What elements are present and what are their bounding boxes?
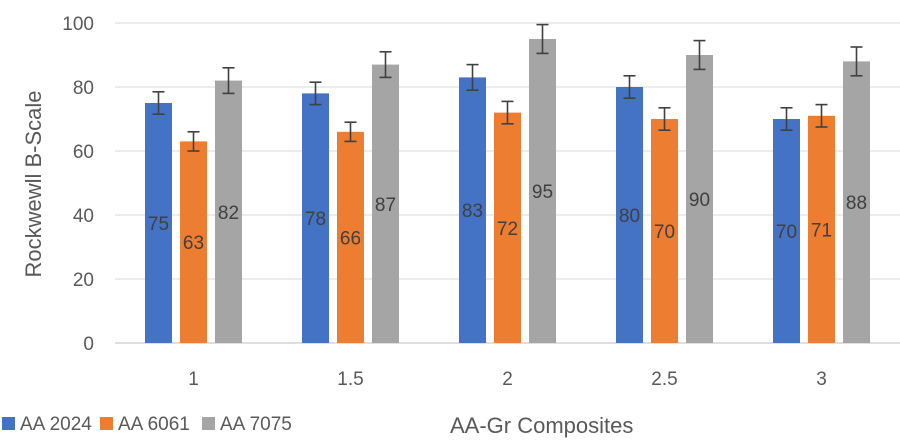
data-label: 78	[305, 209, 326, 230]
bar	[773, 119, 800, 343]
bar	[529, 39, 556, 343]
data-label: 82	[218, 203, 239, 224]
y-tick-labels: 0 20 40 60 80 100	[62, 14, 94, 355]
data-label: 88	[846, 193, 867, 214]
data-label: 70	[654, 222, 675, 243]
y-tick-label: 40	[73, 206, 94, 227]
data-labels: 75 63 82 78 66 87 83 72 95 80 70 90 70 71 88	[148, 182, 867, 254]
bar	[215, 80, 242, 343]
legend-swatch	[100, 417, 113, 430]
data-label: 66	[340, 228, 361, 249]
y-tick-label: 0	[83, 334, 94, 355]
y-tick-label: 20	[73, 270, 94, 291]
legend-label: AA 7075	[220, 414, 292, 435]
y-tick-label: 60	[73, 142, 94, 163]
bar	[494, 112, 521, 343]
y-tick-label: 100	[62, 14, 94, 35]
legend-swatch	[2, 417, 15, 430]
data-label: 80	[619, 206, 640, 227]
x-tick-label: 2	[502, 369, 513, 390]
bar	[145, 103, 172, 343]
data-label: 71	[811, 220, 832, 241]
bar	[808, 115, 835, 343]
data-label: 72	[497, 219, 518, 240]
data-label: 63	[183, 233, 204, 254]
bar	[302, 93, 329, 344]
x-tick-label: 1	[188, 369, 199, 390]
bar	[459, 77, 486, 344]
data-label: 83	[462, 201, 483, 222]
data-label: 90	[689, 190, 710, 211]
error-bars	[152, 23, 863, 152]
data-label: 75	[148, 214, 169, 235]
data-label: 95	[532, 182, 553, 203]
bar	[651, 119, 678, 343]
x-tick-label: 3	[816, 369, 827, 390]
bar	[180, 141, 207, 343]
data-label: 70	[776, 222, 797, 243]
bar	[686, 55, 713, 343]
x-axis-title: AA-Gr Composites	[450, 413, 633, 438]
data-label: 87	[375, 195, 396, 216]
x-tick-label: 1.5	[337, 369, 363, 390]
y-axis-title: Rockwewll B-Scale	[21, 90, 46, 277]
bar	[337, 131, 364, 343]
bars	[145, 39, 870, 344]
x-tick-labels: 1 1.5 2 2.5 3	[188, 369, 827, 390]
legend-label: AA 6061	[118, 414, 190, 435]
bar	[843, 61, 870, 344]
y-tick-label: 80	[73, 78, 94, 99]
legend: AA 2024 AA 6061 AA 7075	[2, 414, 292, 435]
legend-swatch	[202, 417, 215, 430]
bar	[616, 87, 643, 343]
bar	[372, 64, 399, 343]
x-tick-label: 2.5	[651, 369, 677, 390]
legend-label: AA 2024	[20, 414, 92, 435]
